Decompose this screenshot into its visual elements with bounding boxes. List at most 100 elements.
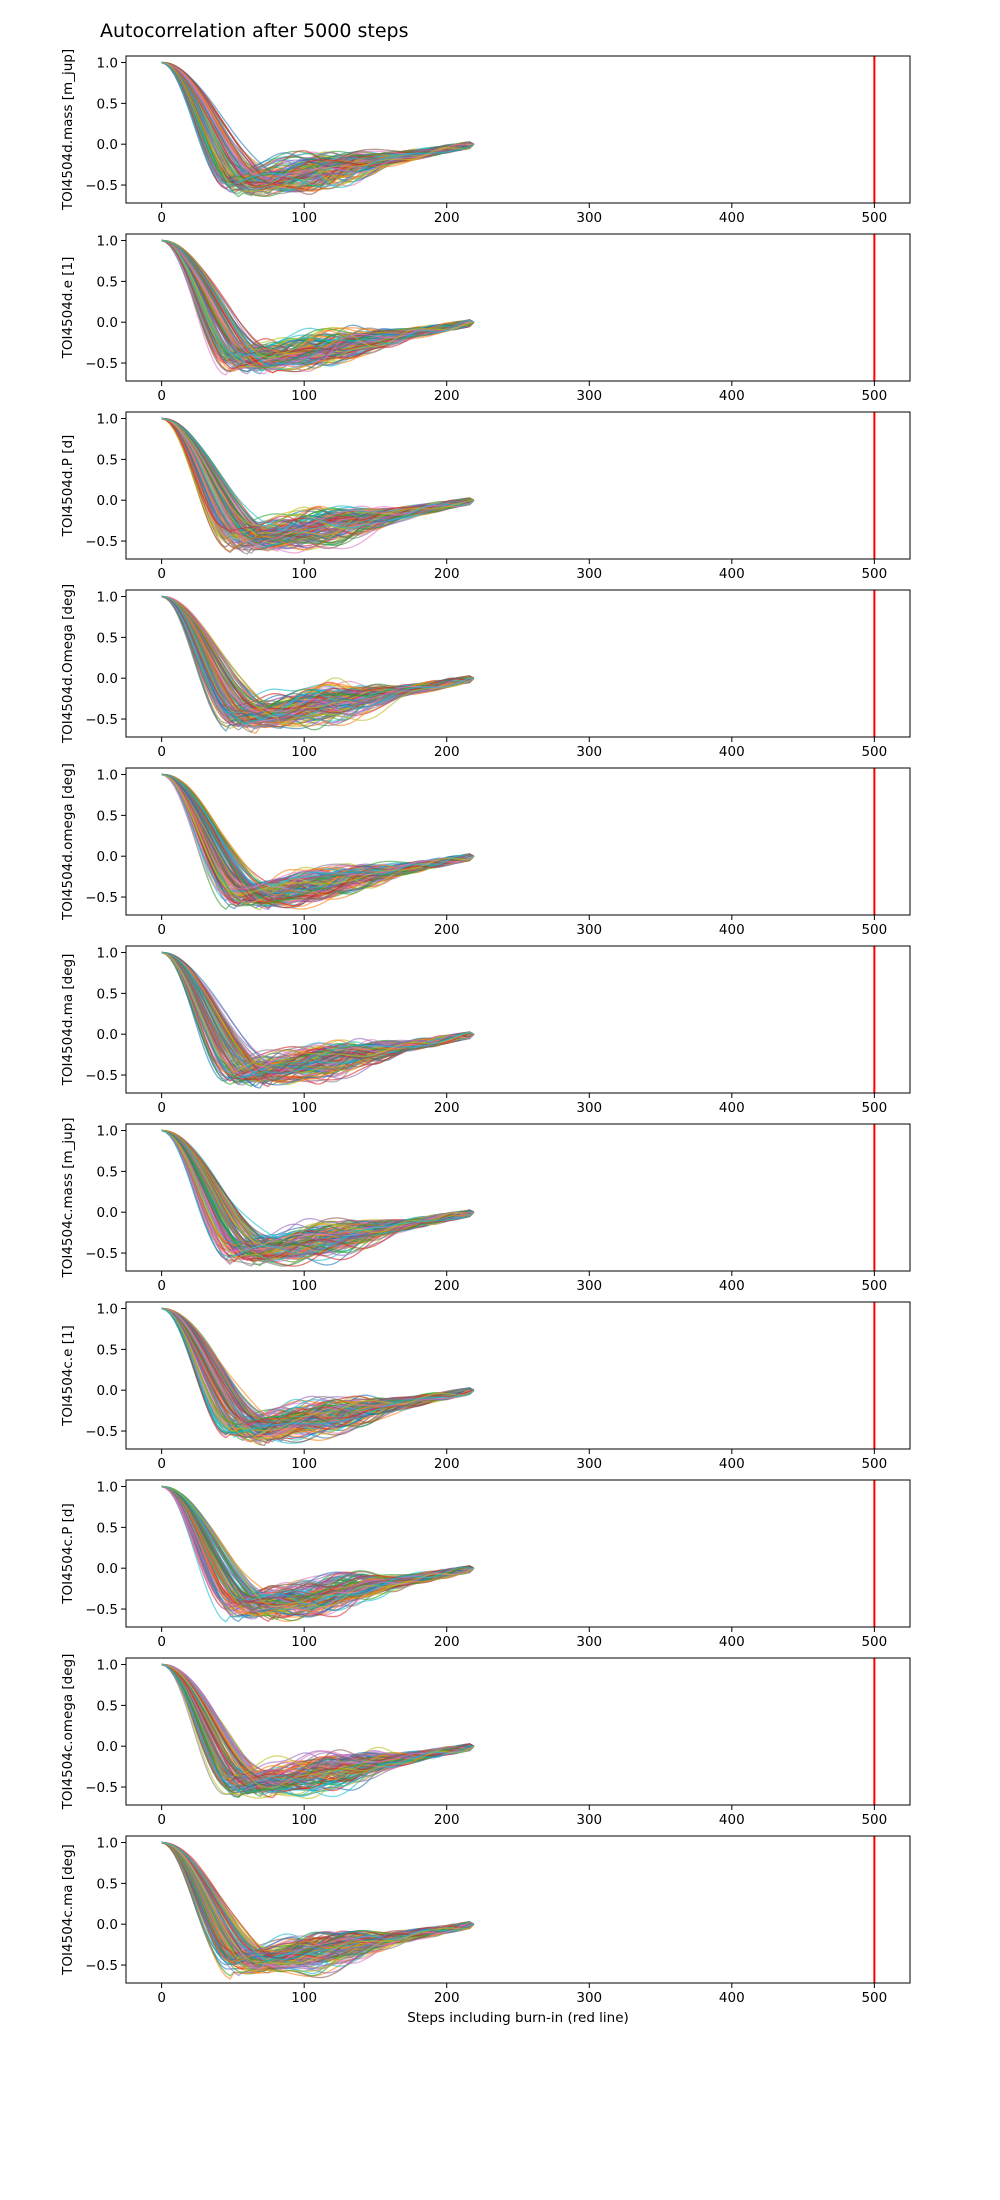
- subplot-9: 0 100 200 300 400 500 −0.5 0.0 0.5 1.0 TOI4504c.P …: [60, 1479, 911, 1650]
- x-tick-label: 500: [861, 1812, 887, 1828]
- subplot-8: 0 100 200 300 400 500 −0.5 0.0 0.5 1.0 TOI4504c.e …: [60, 1301, 911, 1472]
- autocorrelation-trace: [161, 1307, 475, 1433]
- y-tick-label: 1.0: [97, 234, 118, 250]
- x-tick-label: 400: [719, 388, 745, 404]
- y-tick-label: 0.0: [97, 315, 118, 331]
- axes-frame: [125, 945, 911, 1094]
- x-tick-label: 500: [861, 388, 887, 404]
- x-tick-label: 300: [576, 1990, 602, 2006]
- x-tick-label: 300: [576, 1100, 602, 1116]
- y-tick-label: −0.5: [85, 178, 118, 194]
- axes-frame: [125, 767, 911, 916]
- x-tick-label: 0: [157, 210, 166, 226]
- autocorrelation-trace: [161, 417, 475, 533]
- autocorrelation-trace: [161, 773, 474, 888]
- autocorrelation-trace: [161, 417, 474, 540]
- x-tick-label: 300: [576, 1812, 602, 1828]
- y-tick-label: −0.5: [85, 1424, 118, 1440]
- x-tick-label: 100: [291, 744, 317, 760]
- y-tick-label: 0.5: [97, 1520, 118, 1536]
- trace-group: [161, 239, 475, 376]
- autocorrelation-trace: [161, 595, 475, 726]
- autocorrelation-trace: [161, 239, 475, 358]
- autocorrelation-trace: [161, 239, 474, 359]
- y-tick-label: 0.0: [97, 671, 118, 687]
- autocorrelation-trace: [161, 61, 475, 183]
- x-tick-label: 400: [719, 1990, 745, 2006]
- axes-frame: [125, 1301, 911, 1450]
- x-tick-label: 200: [434, 1812, 460, 1828]
- x-tick-label: 0: [157, 1812, 166, 1828]
- autocorrelation-trace: [161, 1129, 475, 1263]
- subplot-10: 0 100 200 300 400 500 −0.5 0.0 0.5 1.0 TOI4504c.om…: [60, 1654, 911, 1828]
- subplot-1: 0 100 200 300 400 500 −0.5 0.0 0.5 1.0 TOI4504d.ma…: [60, 49, 911, 226]
- x-tick-label: 300: [576, 1278, 602, 1294]
- y-tick-label: 0.0: [97, 1383, 118, 1399]
- x-tick-label: 200: [434, 744, 460, 760]
- trace-group: [161, 1841, 475, 1980]
- autocorrelation-trace: [161, 595, 474, 725]
- autocorrelation-trace: [161, 61, 475, 194]
- autocorrelation-trace: [161, 773, 475, 890]
- y-tick-label: 0.5: [97, 1698, 118, 1714]
- trace-group: [161, 773, 475, 911]
- y-axis-label: TOI4504d.P [d]: [60, 435, 76, 538]
- x-tick-label: 400: [719, 744, 745, 760]
- autocorrelation-trace: [161, 951, 475, 1073]
- autocorrelation-trace: [161, 1307, 475, 1437]
- y-tick-label: 1.0: [97, 1302, 118, 1318]
- y-tick-label: 0.0: [97, 493, 118, 509]
- x-tick-label: 400: [719, 1100, 745, 1116]
- y-tick-label: 1.0: [97, 412, 118, 428]
- autocorrelation-trace: [161, 61, 475, 195]
- x-tick-label: 200: [434, 566, 460, 582]
- x-tick-label: 500: [861, 1100, 887, 1116]
- x-tick-label: 0: [157, 1990, 166, 2006]
- y-tick-label: −0.5: [85, 1602, 118, 1618]
- autocorrelation-trace: [161, 1485, 475, 1617]
- y-axis-label: TOI4504d.e [1]: [60, 257, 76, 360]
- x-tick-label: 300: [576, 388, 602, 404]
- autocorrelation-trace: [161, 1307, 475, 1435]
- autocorrelation-trace: [161, 951, 474, 1070]
- autocorrelation-trace: [161, 595, 475, 709]
- x-tick-label: 100: [291, 1100, 317, 1116]
- figure-title: Autocorrelation after 5000 steps: [100, 20, 408, 42]
- autocorrelation-trace: [161, 1841, 474, 1972]
- y-tick-label: 1.0: [97, 590, 118, 606]
- y-tick-label: 0.5: [97, 96, 118, 112]
- x-tick-label: 500: [861, 566, 887, 582]
- x-tick-label: 500: [861, 1456, 887, 1472]
- y-tick-label: 1.0: [97, 56, 118, 72]
- x-tick-label: 100: [291, 1456, 317, 1472]
- autocorrelation-trace: [161, 951, 475, 1076]
- y-tick-label: 0.5: [97, 630, 118, 646]
- x-tick-label: 100: [291, 388, 317, 404]
- y-tick-label: 0.5: [97, 1876, 118, 1892]
- x-tick-label: 200: [434, 1990, 460, 2006]
- trace-group: [161, 1307, 475, 1447]
- x-tick-label: 200: [434, 1456, 460, 1472]
- y-tick-label: 0.0: [97, 849, 118, 865]
- autocorrelation-trace: [161, 1129, 475, 1259]
- y-tick-label: −0.5: [85, 1958, 118, 1974]
- autocorrelation-trace: [161, 1129, 474, 1251]
- x-tick-label: 100: [291, 566, 317, 582]
- autocorrelation-trace: [161, 1841, 474, 1962]
- x-tick-label: 200: [434, 1100, 460, 1116]
- y-tick-label: 0.0: [97, 1027, 118, 1043]
- axes-frame: [125, 55, 911, 204]
- y-tick-label: 1.0: [97, 768, 118, 784]
- x-tick-label: 0: [157, 1456, 166, 1472]
- x-tick-label: 400: [719, 922, 745, 938]
- y-tick-label: 0.5: [97, 274, 118, 290]
- autocorrelation-trace: [161, 61, 475, 181]
- subplot-6: 0 100 200 300 400 500 −0.5 0.0 0.5 1.0 TOI4504d.ma…: [60, 945, 911, 1116]
- x-tick-label: 500: [861, 744, 887, 760]
- autocorrelation-trace: [161, 773, 475, 901]
- y-tick-label: −0.5: [85, 890, 118, 906]
- autocorrelation-trace: [161, 1307, 474, 1430]
- x-tick-label: 200: [434, 388, 460, 404]
- x-tick-label: 500: [861, 210, 887, 226]
